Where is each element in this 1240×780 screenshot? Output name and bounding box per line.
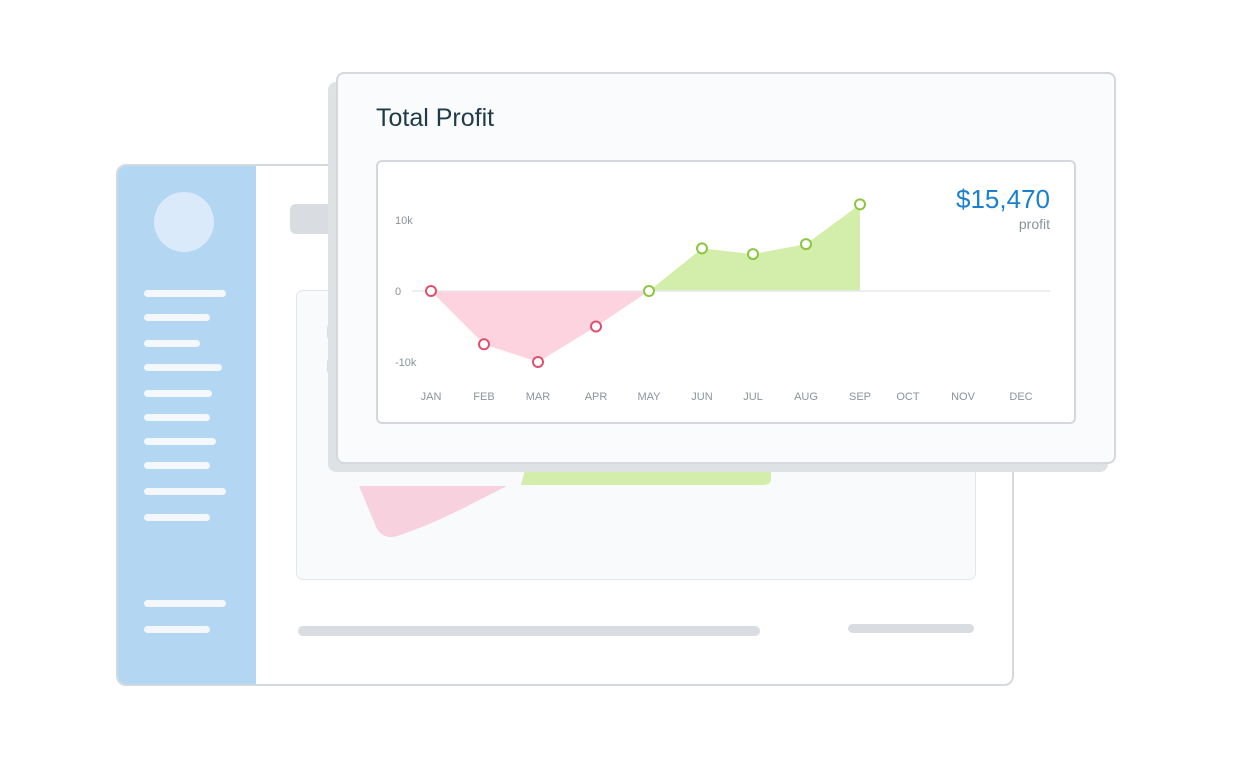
sidebar-item[interactable] [144,488,226,495]
profit-label: profit [1018,216,1050,232]
x-tick-label: SEP [849,391,871,403]
x-tick-label: MAY [637,391,661,403]
data-point [696,242,708,255]
y-tick-label: -10k [395,357,417,369]
data-point [643,285,655,297]
sidebar-item[interactable] [144,364,222,371]
x-tick-label: AUG [794,391,818,403]
data-point [747,248,759,261]
background-negative-area [359,486,507,538]
negative-area [431,291,649,362]
sidebar-item[interactable] [144,462,210,469]
x-tick-label: JUL [743,391,763,403]
profit-chart: 10k 0 -10k JAN FEB MAR APR MAY JUN JUL AUG SEP OCT NO… [376,160,1076,424]
data-point [532,356,544,368]
y-tick-label: 0 [395,286,401,298]
data-point [478,338,490,351]
x-tick-label: APR [585,391,608,403]
x-tick-label: FEB [473,391,494,403]
data-point [854,198,866,211]
x-tick-label: OCT [896,391,920,403]
sidebar-item[interactable] [144,314,210,321]
footer-bar-short [848,624,974,633]
sidebar-item[interactable] [144,626,210,633]
x-tick-label: DEC [1009,391,1032,403]
card-title: Total Profit [376,104,495,132]
y-tick-label: 10k [395,215,413,227]
profit-value: $15,470 [956,184,1050,214]
footer-bar [298,626,760,636]
sidebar-item[interactable] [144,390,212,397]
data-point [590,320,602,333]
data-point [800,238,812,251]
data-point [425,285,437,297]
chart-svg: 10k 0 -10k JAN FEB MAR APR MAY JUN JUL AUG SEP OCT NO… [395,198,1050,403]
sidebar-item[interactable] [144,340,200,347]
sidebar-item[interactable] [144,600,226,607]
sidebar [118,166,256,684]
sidebar-item[interactable] [144,438,216,445]
avatar [154,192,214,252]
x-tick-label: JAN [421,391,442,403]
positive-area [649,204,860,291]
total-profit-card: Total Profit 10k 0 -10k JAN FEB MAR APR MAY JUN J… [336,72,1116,464]
x-tick-label: NOV [951,391,976,403]
x-tick-label: MAR [526,391,551,403]
sidebar-item[interactable] [144,514,210,521]
x-tick-label: JUN [691,391,712,403]
sidebar-item[interactable] [144,414,210,421]
sidebar-item[interactable] [144,290,226,297]
